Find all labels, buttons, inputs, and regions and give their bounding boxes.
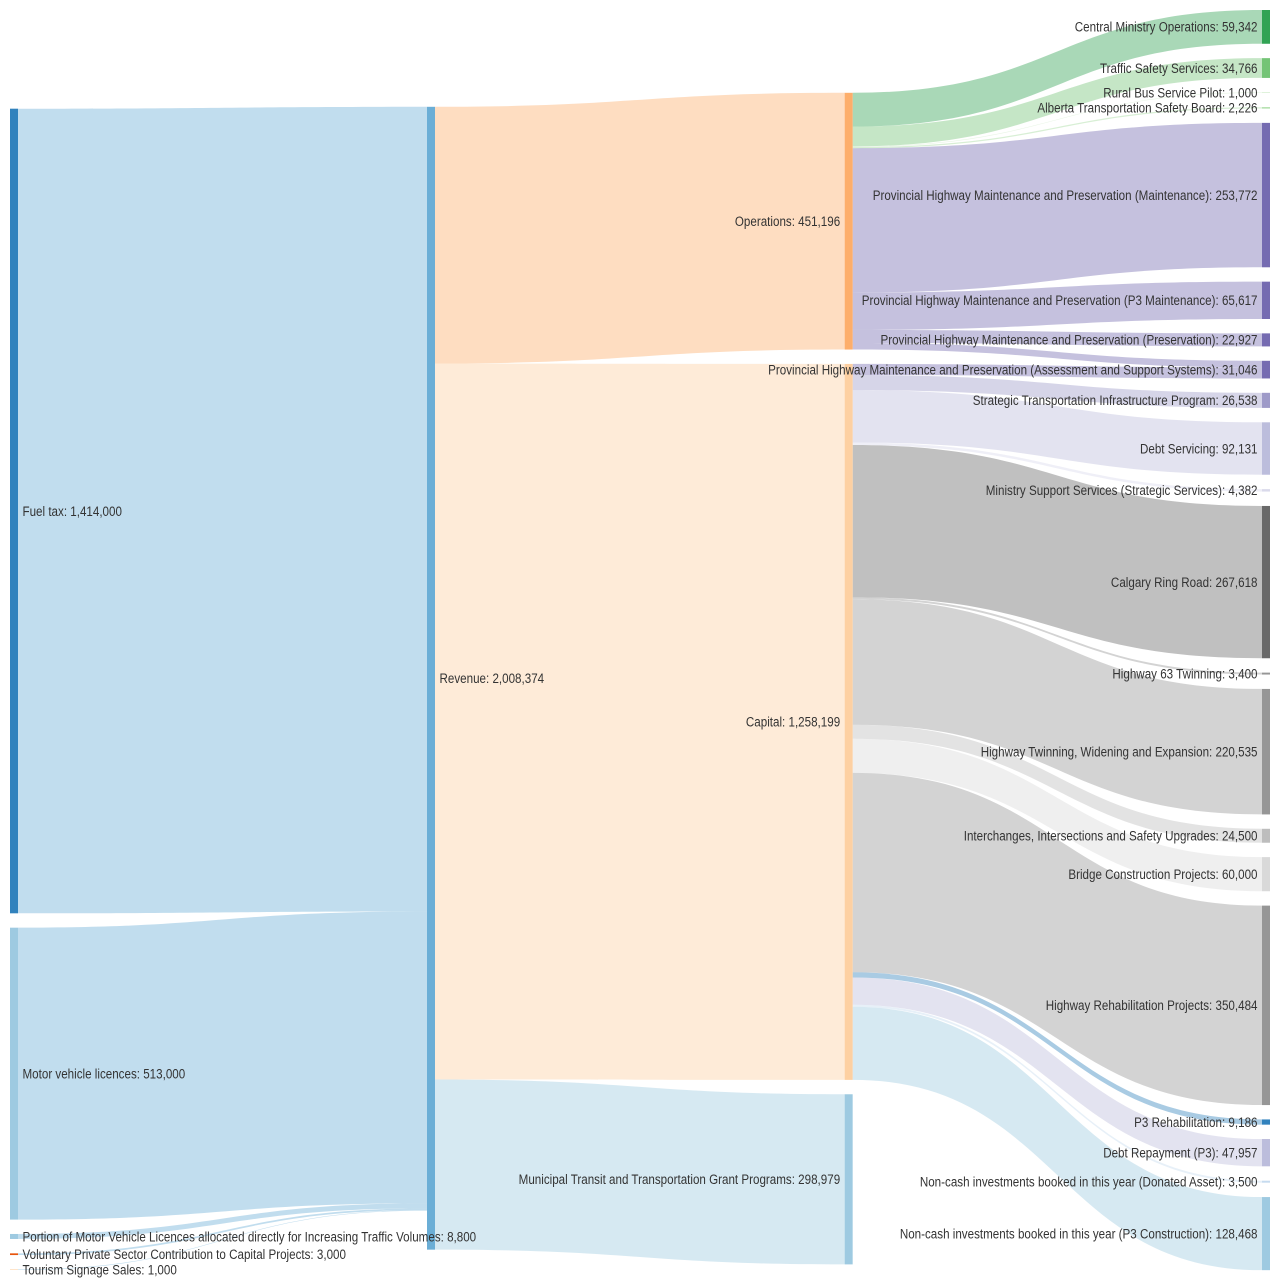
svg-text:Operations: 451,196: Operations: 451,196 [735,213,840,229]
svg-text:Alberta Transportation Safety: Alberta Transportation Safety Board: 2,2… [1037,100,1257,116]
svg-text:Municipal Transit and Transpor: Municipal Transit and Transportation Gra… [519,1171,841,1187]
svg-text:Ministry Support Services (Str: Ministry Support Services (Strategic Ser… [986,482,1258,498]
svg-text:Provincial Highway Maintenance: Provincial Highway Maintenance and Prese… [862,292,1258,308]
svg-text:Rural Bus Service Pilot: 1,000: Rural Bus Service Pilot: 1,000 [1103,84,1257,100]
svg-text:Strategic Transportation Infra: Strategic Transportation Infrastructure … [973,392,1258,408]
svg-text:Tourism Signage Sales: 1,000: Tourism Signage Sales: 1,000 [23,1261,177,1277]
svg-text:Provincial Highway Maintenance: Provincial Highway Maintenance and Prese… [873,187,1258,203]
svg-text:Capital: 1,258,199: Capital: 1,258,199 [746,714,840,730]
svg-text:Revenue: 2,008,374: Revenue: 2,008,374 [440,670,545,686]
svg-text:Non-cash investments booked in: Non-cash investments booked in this year… [900,1225,1258,1241]
svg-text:Debt Repayment (P3): 47,957: Debt Repayment (P3): 47,957 [1103,1144,1257,1160]
svg-text:Non-cash investments booked in: Non-cash investments booked in this year… [920,1173,1258,1189]
svg-text:Fuel tax: 1,414,000: Fuel tax: 1,414,000 [23,503,122,519]
svg-text:Bridge Construction Projects:: Bridge Construction Projects: 60,000 [1068,866,1257,882]
svg-text:P3 Rehabilitation: 9,186: P3 Rehabilitation: 9,186 [1134,1114,1257,1130]
svg-text:Calgary Ring Road: 267,618: Calgary Ring Road: 267,618 [1111,574,1258,590]
svg-text:Debt Servicing: 92,131: Debt Servicing: 92,131 [1140,440,1258,456]
svg-text:Traffic Safety Services: 34,76: Traffic Safety Services: 34,766 [1100,60,1258,76]
svg-text:Highway Rehabilitation Project: Highway Rehabilitation Projects: 350,484 [1046,997,1258,1013]
svg-text:Interchanges, Intersections an: Interchanges, Intersections and Safety U… [964,828,1258,844]
svg-text:Provincial Highway Maintenance: Provincial Highway Maintenance and Prese… [768,361,1257,377]
svg-text:Highway 63 Twinning: 3,400: Highway 63 Twinning: 3,400 [1112,665,1257,681]
svg-text:Voluntary Private Sector Contr: Voluntary Private Sector Contribution to… [23,1246,346,1262]
svg-text:Highway Twinning, Widening and: Highway Twinning, Widening and Expansion… [981,743,1258,759]
svg-text:Portion of Motor Vehicle Licen: Portion of Motor Vehicle Licences alloca… [23,1228,477,1244]
svg-text:Motor vehicle licences: 513,00: Motor vehicle licences: 513,000 [23,1065,186,1081]
svg-text:Central Ministry Operations: 5: Central Ministry Operations: 59,342 [1075,19,1258,35]
svg-text:Provincial Highway Maintenance: Provincial Highway Maintenance and Prese… [880,332,1257,348]
